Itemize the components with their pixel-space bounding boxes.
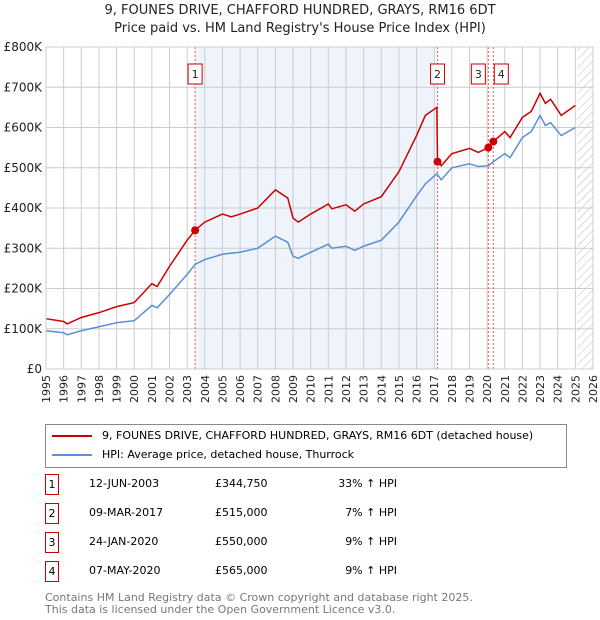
plot-border bbox=[45, 46, 594, 370]
y-tick-label: £300K bbox=[4, 241, 44, 255]
x-tick-label: 2018 bbox=[446, 375, 459, 403]
sale-label-border bbox=[187, 63, 203, 85]
y-tick-label: £700K bbox=[4, 80, 44, 94]
x-tick-label: 2016 bbox=[411, 375, 424, 403]
x-tick-label: 1997 bbox=[75, 375, 88, 403]
y-tick-label: £600K bbox=[4, 121, 44, 135]
sale-marker-number: 1 bbox=[45, 474, 59, 495]
sale-label-border bbox=[430, 63, 446, 85]
x-tick-label: 2025 bbox=[569, 375, 582, 403]
y-tick-label: £400K bbox=[4, 201, 44, 215]
sale-date: 09-MAR-2017 bbox=[89, 506, 164, 519]
x-tick-label: 2009 bbox=[287, 375, 300, 403]
sale-hpi-diff: 33% ↑ HPI bbox=[338, 477, 397, 490]
x-tick-label: 2002 bbox=[164, 375, 177, 403]
x-tick-label: 1999 bbox=[111, 375, 124, 403]
sale-label-number: 2 bbox=[434, 68, 441, 81]
sale-price: £344,750 bbox=[215, 477, 268, 490]
x-tick-label: 2011 bbox=[322, 375, 335, 403]
sale-point bbox=[489, 137, 498, 146]
x-tick-label: 2000 bbox=[128, 375, 141, 403]
x-tick-label: 2017 bbox=[428, 375, 441, 403]
sale-point bbox=[484, 143, 493, 152]
chart-title: 9, FOUNES DRIVE, CHAFFORD HUNDRED, GRAYS… bbox=[104, 3, 496, 18]
y-tick-label: £200K bbox=[4, 282, 44, 296]
y-tick-label: £100K bbox=[4, 322, 44, 336]
x-tick-label: 2015 bbox=[393, 375, 406, 403]
sale-label-box: 3 bbox=[470, 63, 486, 85]
sale-row: 4 07-MAY-2020 £565,000 9% ↑ HPI bbox=[45, 561, 445, 582]
y-tick-label: £500K bbox=[4, 161, 44, 175]
sale-row: 3 24-JAN-2020 £550,000 9% ↑ HPI bbox=[45, 532, 445, 553]
sale-label-border bbox=[470, 63, 486, 85]
property-price-line bbox=[45, 91, 576, 325]
x-tick-label: 2022 bbox=[516, 375, 529, 403]
x-tick-label: 2001 bbox=[146, 375, 159, 403]
sale-label-box: 4 bbox=[493, 63, 509, 85]
x-tick-label: 2013 bbox=[358, 375, 371, 403]
sale-marker-number: 2 bbox=[45, 503, 59, 524]
x-tick-label: 1998 bbox=[93, 375, 106, 403]
sale-label-number: 4 bbox=[498, 68, 505, 81]
x-tick-label: 1996 bbox=[58, 375, 71, 403]
sale-row: 1 12-JUN-2003 £344,750 33% ↑ HPI bbox=[45, 474, 445, 495]
y-tick-label: £800K bbox=[4, 40, 44, 54]
sale-price: £550,000 bbox=[215, 535, 268, 548]
sale-label-box: 1 bbox=[187, 63, 203, 85]
sale-label-box: 2 bbox=[430, 63, 446, 85]
sale-marker-number: 4 bbox=[45, 561, 59, 582]
legend-blue-line bbox=[52, 454, 92, 456]
legend-property: 9, FOUNES DRIVE, CHAFFORD HUNDRED, GRAYS… bbox=[102, 429, 534, 442]
sale-hpi-diff: 9% ↑ HPI bbox=[345, 535, 397, 548]
legend-hpi: HPI: Average price, detached house, Thur… bbox=[102, 448, 355, 461]
footer-line2: This data is licensed under the Open Gov… bbox=[45, 603, 396, 616]
x-tick-label: 2008 bbox=[269, 375, 282, 403]
sale-hpi-diff: 9% ↑ HPI bbox=[345, 564, 397, 577]
x-tick-label: 2004 bbox=[199, 375, 212, 403]
sale-point bbox=[433, 157, 442, 166]
x-tick-label: 2006 bbox=[234, 375, 247, 403]
sale-price: £515,000 bbox=[215, 506, 268, 519]
plot-area: 1995 1996 1997 1998 1999 2000 2001 2002 2003 2004… bbox=[4, 40, 600, 403]
x-tick-label: 2023 bbox=[534, 375, 547, 403]
sale-price: £565,000 bbox=[215, 564, 268, 577]
x-tick-label: 2003 bbox=[181, 375, 194, 403]
legend: 9, FOUNES DRIVE, CHAFFORD HUNDRED, GRAYS… bbox=[45, 424, 567, 468]
sale-label-number: 3 bbox=[475, 68, 482, 81]
y-tick-label: £0 bbox=[27, 362, 42, 376]
x-tick-label: 1995 bbox=[40, 375, 53, 403]
sale-label-border bbox=[493, 63, 509, 85]
x-tick-label: 2019 bbox=[463, 375, 476, 403]
x-tick-label: 2024 bbox=[552, 375, 565, 403]
x-tick-label: 2007 bbox=[252, 375, 265, 403]
footer-line1: Contains HM Land Registry data © Crown c… bbox=[45, 591, 473, 604]
sale-point bbox=[191, 226, 200, 235]
sale-marker-number: 3 bbox=[45, 532, 59, 553]
sale-label-number: 1 bbox=[192, 68, 199, 81]
x-tick-label: 2026 bbox=[587, 375, 600, 403]
sale-date: 07-MAY-2020 bbox=[89, 564, 161, 577]
sale-date: 12-JUN-2003 bbox=[89, 477, 160, 490]
x-tick-label: 2012 bbox=[340, 375, 353, 403]
sale-hpi-diff: 7% ↑ HPI bbox=[345, 506, 397, 519]
legend-red-line bbox=[52, 435, 92, 437]
footer: Contains HM Land Registry data © Crown c… bbox=[45, 592, 473, 616]
sale-row: 2 09-MAR-2017 £515,000 7% ↑ HPI bbox=[45, 503, 445, 524]
x-tick-label: 2014 bbox=[375, 375, 388, 403]
x-tick-label: 2021 bbox=[499, 375, 512, 403]
chart-subtitle: Price paid vs. HM Land Registry's House … bbox=[114, 21, 486, 36]
sale-date: 24-JAN-2020 bbox=[89, 535, 159, 548]
x-tick-label: 2020 bbox=[481, 375, 494, 403]
x-tick-label: 2010 bbox=[305, 375, 318, 403]
hpi-line bbox=[45, 113, 576, 336]
x-tick-label: 2005 bbox=[216, 375, 229, 403]
